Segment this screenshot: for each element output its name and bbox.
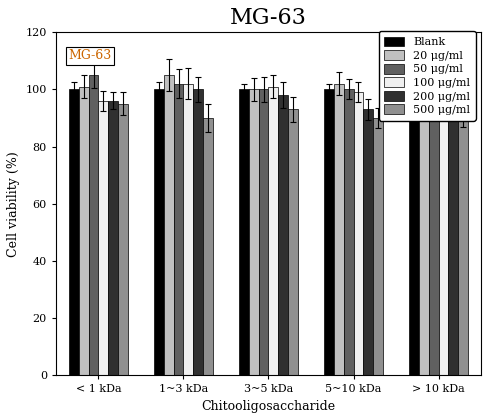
Bar	[334, 84, 344, 375]
Bar	[268, 87, 278, 375]
Y-axis label: Cell viability (%): Cell viability (%)	[7, 151, 20, 257]
Bar	[79, 87, 89, 375]
Bar	[419, 75, 429, 375]
Bar	[69, 89, 79, 375]
Bar	[154, 89, 164, 375]
Bar	[89, 75, 99, 375]
Text: MG-63: MG-63	[69, 50, 112, 63]
Bar	[239, 89, 249, 375]
Legend: Blank, 20 μg/ml, 50 μg/ml, 100 μg/ml, 200 μg/ml, 500 μg/ml: Blank, 20 μg/ml, 50 μg/ml, 100 μg/ml, 20…	[379, 31, 475, 121]
Bar	[448, 104, 458, 375]
Bar	[259, 89, 268, 375]
Bar	[164, 75, 174, 375]
Bar	[183, 84, 193, 375]
Bar	[288, 110, 298, 375]
Title: MG-63: MG-63	[230, 7, 307, 29]
Bar	[439, 84, 448, 375]
Bar	[278, 95, 288, 375]
Bar	[99, 101, 108, 375]
Bar	[193, 89, 203, 375]
Bar	[249, 89, 259, 375]
Bar	[373, 118, 383, 375]
Bar	[458, 115, 468, 375]
Bar	[409, 89, 419, 375]
Bar	[429, 81, 439, 375]
Bar	[324, 89, 334, 375]
X-axis label: Chitooligosaccharide: Chitooligosaccharide	[202, 400, 336, 413]
Bar	[344, 89, 353, 375]
Bar	[108, 101, 118, 375]
Bar	[203, 118, 213, 375]
Bar	[174, 84, 183, 375]
Bar	[118, 104, 128, 375]
Bar	[363, 110, 373, 375]
Bar	[353, 92, 363, 375]
